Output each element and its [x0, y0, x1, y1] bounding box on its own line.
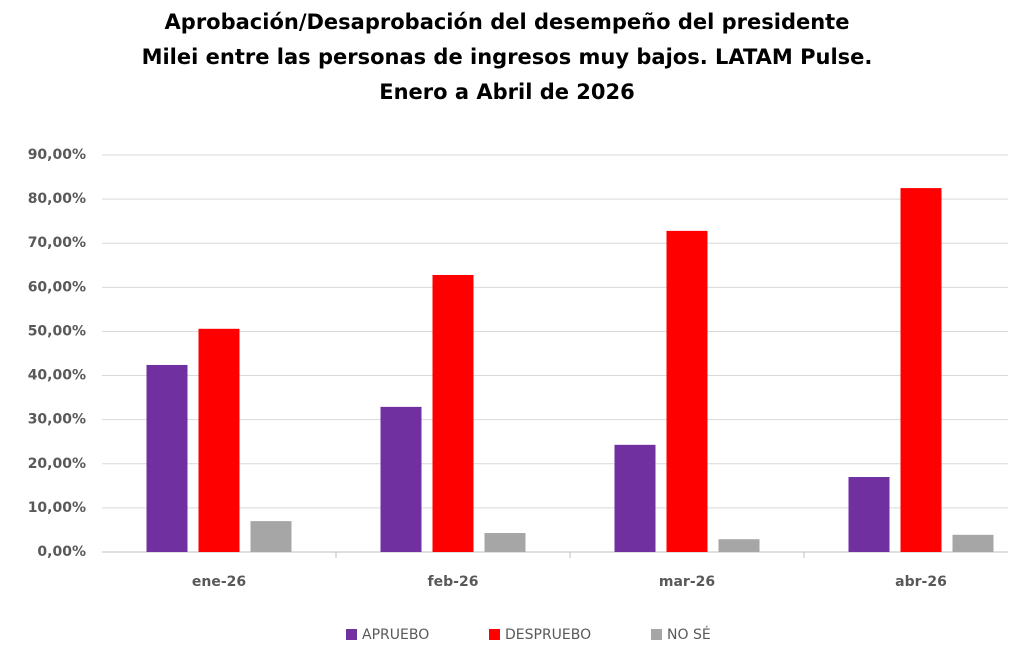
x-tick-label: mar-26 — [659, 574, 715, 590]
x-tick-label: feb-26 — [428, 574, 479, 590]
bar — [848, 477, 890, 552]
y-tick-label: 20,00% — [28, 456, 86, 472]
legend-label: APRUEBO — [362, 627, 429, 643]
legend-swatch — [346, 629, 357, 640]
y-tick-label: 40,00% — [28, 368, 86, 384]
y-tick-label: 30,00% — [28, 412, 86, 428]
bar — [484, 533, 526, 552]
bar — [952, 534, 994, 552]
x-tick-label: ene-26 — [192, 574, 246, 590]
legend-label: NO SÉ — [667, 626, 711, 643]
y-tick-label: 90,00% — [28, 147, 86, 163]
bar — [614, 444, 656, 552]
bar — [250, 521, 292, 552]
bar — [900, 188, 942, 553]
bar — [380, 406, 422, 552]
legend-label: DESPRUEBO — [505, 627, 591, 643]
chart-title: Aprobación/Desaprobación del desempeño d… — [165, 10, 850, 34]
chart-title: Enero a Abril de 2026 — [379, 80, 635, 104]
y-tick-label: 0,00% — [37, 544, 86, 560]
y-tick-label: 50,00% — [28, 323, 86, 339]
chart-title: Milei entre las personas de ingresos muy… — [142, 45, 873, 69]
bar — [432, 274, 474, 552]
y-tick-label: 80,00% — [28, 191, 86, 207]
bar — [198, 328, 240, 552]
x-tick-label: abr-26 — [895, 574, 947, 590]
bar — [666, 230, 708, 553]
bar — [146, 364, 188, 552]
y-tick-label: 70,00% — [28, 235, 86, 251]
y-tick-label: 60,00% — [28, 279, 86, 295]
bar — [718, 539, 760, 552]
legend-swatch — [489, 629, 500, 640]
legend-swatch — [651, 629, 662, 640]
y-tick-label: 10,00% — [28, 500, 86, 516]
